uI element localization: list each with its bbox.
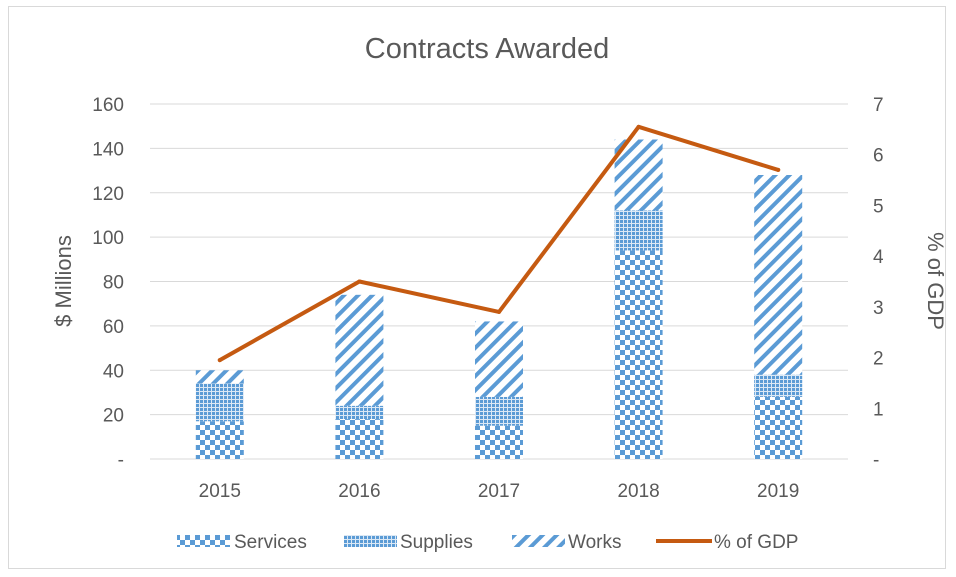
x-tick-label: 2016 [338, 481, 380, 502]
bar-services-2016 [335, 419, 384, 459]
y-tick-label: 60 [103, 317, 124, 338]
point-gdp-2016 [357, 279, 362, 284]
y-axis-title: $ Millions [51, 235, 76, 327]
y2-tick-label: 3 [873, 298, 884, 319]
y-tick-label: 20 [103, 406, 124, 427]
x-tick-label: 2017 [478, 481, 520, 502]
y2-tick-label: 7 [873, 95, 884, 116]
bar-supplies-2019 [754, 374, 803, 397]
x-tick-label: 2015 [199, 481, 241, 502]
bar-supplies-2018 [614, 210, 663, 251]
point-gdp-2017 [497, 309, 501, 314]
y-tick-label: - [118, 450, 124, 471]
legend-label-gdp: % of GDP [714, 532, 798, 553]
bar-works-2015 [195, 370, 244, 384]
bar-services-2019 [754, 396, 803, 459]
y2-tick-label: 6 [873, 146, 884, 167]
bar-works-2019 [754, 175, 803, 375]
y2-tick-label: 5 [873, 196, 884, 217]
bar-supplies-2015 [195, 383, 244, 422]
y-tick-label: 80 [103, 273, 124, 294]
legend-label-supplies: Supplies [400, 532, 473, 553]
legend-label-services: Services [234, 532, 307, 553]
bar-works-2017 [475, 321, 523, 397]
x-axis-ticks: 2015 2016 2017 2018 2019 [199, 481, 800, 502]
y-tick-label: 100 [92, 228, 124, 249]
y2-tick-label: 2 [873, 349, 884, 370]
gridlines [150, 103, 848, 460]
y-axis-ticks: - 20 40 60 80 100 120 140 160 [92, 95, 124, 471]
legend-swatch-works [512, 535, 565, 547]
legend-swatch-services [177, 535, 230, 547]
legend-swatch-supplies [344, 535, 397, 547]
x-tick-label: 2018 [617, 481, 659, 502]
y2-axis-ticks: - 1 2 3 4 5 6 7 [873, 95, 884, 471]
y2-tick-label: - [873, 450, 879, 471]
bar-series [195, 139, 803, 459]
bar-services-2017 [475, 425, 523, 459]
legend-label-works: Works [568, 532, 621, 553]
y2-tick-label: 1 [873, 399, 884, 420]
bar-services-2018 [614, 250, 663, 459]
x-tick-label: 2019 [757, 481, 799, 502]
y2-axis-title: % of GDP [923, 232, 948, 330]
y-tick-label: 40 [103, 361, 124, 382]
bar-supplies-2017 [475, 396, 523, 426]
y-tick-label: 140 [92, 139, 124, 160]
y2-tick-label: 4 [873, 247, 884, 268]
bar-works-2016 [335, 294, 384, 406]
chart-title: Contracts Awarded [365, 33, 610, 65]
bar-supplies-2016 [335, 405, 384, 420]
line-series [217, 124, 781, 363]
bar-services-2015 [195, 421, 244, 459]
point-gdp-2018 [636, 124, 641, 129]
legend: Services Supplies Works % of GDP [177, 532, 798, 553]
point-gdp-2019 [776, 167, 781, 172]
y-tick-label: 120 [92, 184, 124, 205]
y-tick-label: 160 [92, 95, 124, 116]
point-gdp-2015 [217, 358, 222, 363]
